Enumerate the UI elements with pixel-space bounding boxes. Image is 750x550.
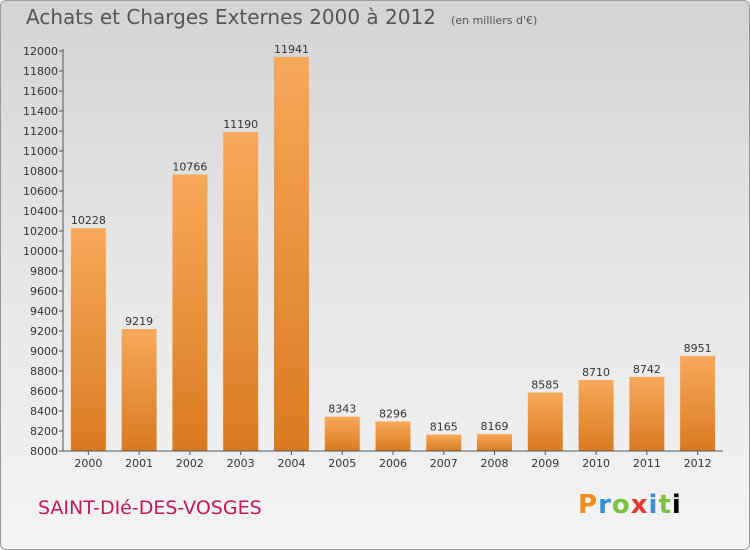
bar: [680, 355, 716, 451]
y-tick-label: 8400: [30, 405, 58, 418]
bar: [629, 376, 665, 451]
bar-value-label: 8296: [379, 407, 407, 420]
chart-title: Achats et Charges Externes 2000 à 2012: [26, 5, 436, 29]
x-tick-label: 2000: [74, 457, 102, 470]
bar: [477, 434, 513, 451]
bar-value-label: 8742: [633, 363, 661, 376]
logo-letter: x: [630, 490, 649, 520]
y-tick-label: 9400: [30, 305, 58, 318]
bar: [375, 421, 411, 451]
x-tick-label: 2002: [176, 457, 204, 470]
y-tick-label: 8200: [30, 425, 58, 438]
y-tick-label: 10400: [23, 205, 58, 218]
x-tick-label: 2007: [430, 457, 458, 470]
y-tick-label: 11200: [23, 125, 58, 138]
bar-value-label: 8343: [328, 403, 356, 416]
y-tick-label: 8800: [30, 365, 58, 378]
chart-title-row: Achats et Charges Externes 2000 à 2012 (…: [26, 5, 537, 29]
bar: [70, 228, 106, 451]
bar: [273, 56, 309, 452]
y-tick-label: 11000: [23, 145, 58, 158]
y-tick-label: 10000: [23, 245, 58, 258]
bar-value-label: 10766: [172, 160, 207, 173]
bar-value-label: 11190: [223, 118, 258, 131]
x-tick-label: 2004: [277, 457, 305, 470]
bar-value-label: 8710: [582, 366, 610, 379]
proxiti-logo: Proxiti: [578, 490, 682, 520]
bar-value-label: 10228: [71, 214, 106, 227]
y-tick-label: 9000: [30, 345, 58, 358]
bar-value-label: 8165: [430, 421, 458, 434]
bar-value-label: 8169: [481, 420, 509, 433]
logo-letter: i: [671, 490, 682, 520]
bar: [172, 174, 208, 451]
logo-letter: P: [578, 490, 599, 520]
x-tick-label: 2010: [582, 457, 610, 470]
y-tick-label: 11600: [23, 85, 58, 98]
x-tick-label: 2003: [227, 457, 255, 470]
y-tick-label: 10800: [23, 165, 58, 178]
place-name: SAINT-DIé-DES-VOSGES: [38, 497, 262, 519]
logo-letter: r: [598, 490, 612, 520]
bar: [223, 132, 259, 451]
x-tick-label: 2001: [125, 457, 153, 470]
y-tick-label: 11800: [23, 65, 58, 78]
bar: [578, 380, 614, 451]
y-tick-label: 11400: [23, 105, 58, 118]
x-tick-label: 2011: [633, 457, 661, 470]
y-tick-label: 8000: [30, 445, 58, 458]
x-tick-label: 2012: [684, 457, 712, 470]
bar-value-label: 9219: [125, 315, 153, 328]
logo-letter: i: [648, 490, 659, 520]
x-tick-label: 2008: [481, 457, 509, 470]
chart-unit: (en milliers d'€): [451, 14, 538, 27]
y-tick-label: 9800: [30, 265, 58, 278]
y-tick-label: 8600: [30, 385, 58, 398]
bar: [426, 434, 462, 451]
logo-letter: t: [658, 490, 672, 520]
x-tick-label: 2006: [379, 457, 407, 470]
y-axis: 8000 8200 8400 8600 8800 9000 9200 9400 9600 9800…: [23, 45, 64, 458]
y-tick-label: 12000: [23, 45, 58, 58]
bar-value-label: 11941: [274, 43, 309, 56]
x-tick-label: 2009: [531, 457, 559, 470]
bar-value-label: 8951: [684, 342, 712, 355]
y-tick-label: 10600: [23, 185, 58, 198]
y-tick-label: 9600: [30, 285, 58, 298]
bar-value-label: 8585: [531, 379, 559, 392]
logo-letter: o: [611, 490, 631, 520]
bars: 10228 9219 10766 11190 11941 8343 8296 8165 8169…: [70, 43, 716, 452]
bar: [527, 392, 563, 451]
x-axis: 2000 2001 2002 2003 2004 2005 2006 2007 2008 2009…: [63, 450, 723, 470]
bar: [121, 329, 157, 451]
bar: [324, 416, 360, 451]
y-tick-label: 10200: [23, 225, 58, 238]
y-tick-label: 9200: [30, 325, 58, 338]
x-tick-label: 2005: [328, 457, 356, 470]
